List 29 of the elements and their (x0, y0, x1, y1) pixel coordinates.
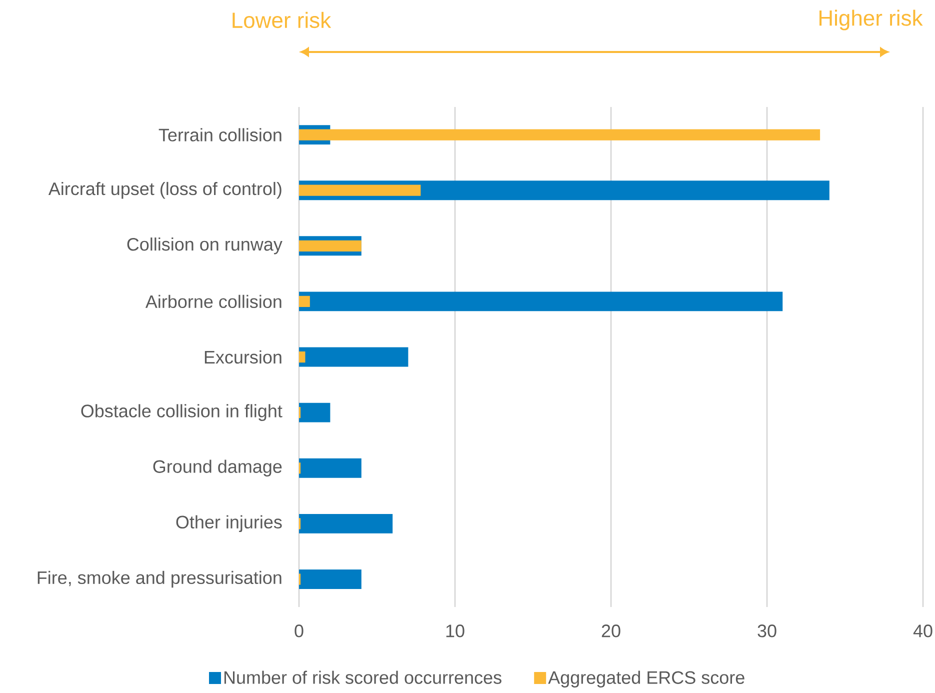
text: Lower risk (232, 12, 332, 28)
y-tick-label: Other injuries (176, 515, 282, 532)
bar (299, 347, 408, 367)
y-tick-label: Terrain collision (158, 128, 282, 142)
bar (299, 129, 820, 140)
y-tick-label: Ground damage (153, 460, 282, 477)
bar (299, 292, 783, 312)
bar (299, 458, 362, 478)
bar (299, 514, 393, 534)
x-tick-label: 40 (913, 624, 932, 638)
bar (299, 240, 362, 252)
y-tick-label: Obstacle collision in flight (81, 404, 282, 421)
bar (299, 184, 421, 196)
bar (299, 402, 330, 422)
bar (299, 296, 310, 308)
bar (299, 351, 306, 363)
y-tick-label: Aircraft upset (loss of control) (48, 182, 282, 199)
y-tick-label: Excursion (204, 350, 282, 364)
y-tick-label: Fire, smoke and pressurisation (38, 570, 282, 588)
x-tick-label: 20 (602, 624, 620, 638)
x-tick-label: 0 (294, 624, 304, 638)
bar (299, 570, 362, 589)
legend-label: Aggregated ERCS score (548, 670, 744, 688)
text: Higher risk (819, 10, 923, 30)
x-tick-label: 30 (758, 624, 776, 638)
y-tick-label: Collision on runway (127, 238, 282, 254)
y-tick-label: Airborne collision (145, 294, 282, 308)
legend-label: Number of risk scored occurrences (224, 670, 502, 684)
x-tick-label: 10 (446, 624, 464, 638)
